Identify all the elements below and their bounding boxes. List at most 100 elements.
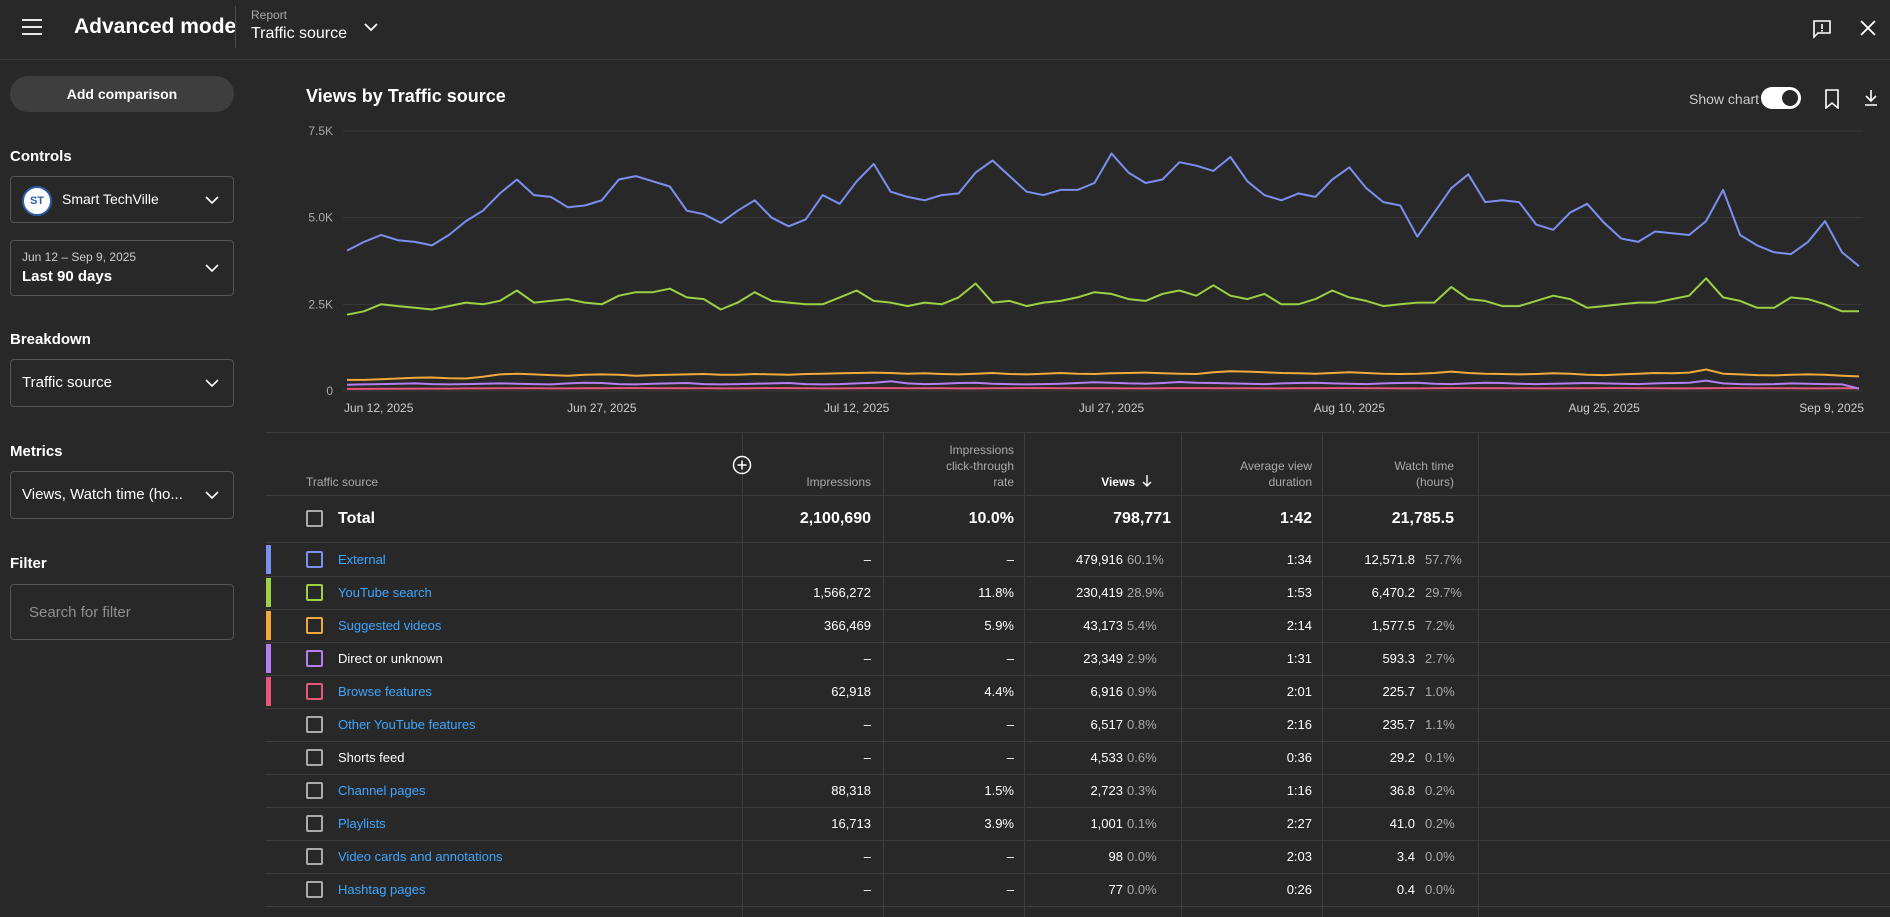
- chevron-down-icon[interactable]: [363, 19, 379, 35]
- sidebar: Add comparison Controls ST Smart TechVil…: [0, 61, 244, 917]
- row-watch-time-pct: 7.2%: [1425, 618, 1455, 633]
- row-checkbox[interactable]: [306, 815, 323, 832]
- chevron-down-icon: [205, 195, 219, 204]
- menu-icon[interactable]: [22, 19, 42, 35]
- row-watch-time-pct: 0.2%: [1425, 783, 1455, 798]
- row-checkbox[interactable]: [306, 650, 323, 667]
- feedback-icon[interactable]: [1812, 19, 1832, 39]
- row-avg-view-duration: 2:01: [1286, 684, 1312, 699]
- col-header-impressions[interactable]: Impressions: [806, 475, 871, 489]
- metrics-selector[interactable]: Views, Watch time (ho...: [10, 471, 234, 519]
- series-line-browse-features[interactable]: [347, 387, 1859, 390]
- filter-search-input[interactable]: [10, 584, 234, 640]
- row-checkbox[interactable]: [306, 551, 323, 568]
- row-traffic-source[interactable]: Hashtag pages: [338, 882, 426, 897]
- row-traffic-source[interactable]: Other YouTube features: [338, 717, 476, 732]
- row-views-pct: 60.1%: [1127, 552, 1164, 567]
- row-watch-time-pct: 0.2%: [1425, 816, 1455, 831]
- row-checkbox[interactable]: [306, 749, 323, 766]
- row-checkbox[interactable]: [306, 848, 323, 865]
- row-traffic-source[interactable]: Browse features: [338, 684, 432, 699]
- row-traffic-source[interactable]: Video cards and annotations: [338, 849, 503, 864]
- total-watch-time: 21,785.5: [1391, 510, 1454, 527]
- table-divider: [265, 642, 1890, 643]
- row-traffic-source[interactable]: Playlists: [338, 816, 386, 831]
- col-header-watch-time[interactable]: Watch time (hours): [1333, 458, 1454, 490]
- row-checkbox[interactable]: [306, 617, 323, 634]
- col-header-traffic-source[interactable]: Traffic source: [306, 475, 379, 489]
- channel-avatar: ST: [22, 186, 52, 216]
- row-views-pct: 0.8%: [1127, 717, 1157, 732]
- row-watch-time-pct: 1.0%: [1425, 684, 1455, 699]
- date-preset-text: Last 90 days: [22, 268, 113, 285]
- table-divider: [265, 807, 1890, 808]
- row-checkbox[interactable]: [306, 683, 323, 700]
- download-icon[interactable]: [1863, 89, 1879, 107]
- row-watch-time: 225.7: [1382, 684, 1415, 699]
- row-traffic-source[interactable]: Suggested videos: [338, 618, 442, 633]
- row-avg-view-duration: 2:27: [1286, 816, 1312, 831]
- row-traffic-source[interactable]: YouTube search: [338, 585, 432, 600]
- row-views: 479,916: [1076, 552, 1123, 567]
- series-line-youtube-search[interactable]: [346, 277, 1859, 316]
- report-selector[interactable]: Traffic source: [251, 25, 348, 42]
- row-avg-view-duration: 1:53: [1286, 585, 1312, 600]
- main-content: Views by Traffic source Show chart 7.5K 5…: [265, 61, 1890, 917]
- col-header-views[interactable]: Views: [1101, 475, 1135, 489]
- row-watch-time: 0.4: [1396, 882, 1415, 897]
- chevron-down-icon: [205, 491, 219, 500]
- table-row: Playlists 16,713 3.9% 1,001 0.1% 2:27 41…: [265, 807, 1890, 840]
- table-divider: [265, 840, 1890, 841]
- controls-label: Controls: [10, 148, 72, 165]
- table-row: Channel pages 88,318 1.5% 2,723 0.3% 1:1…: [265, 774, 1890, 807]
- row-views-pct: 28.9%: [1127, 585, 1164, 600]
- column-divider: [1024, 432, 1025, 917]
- row-checkbox[interactable]: [306, 782, 323, 799]
- chevron-down-icon: [205, 264, 219, 273]
- breakdown-selector[interactable]: Traffic source: [10, 359, 234, 407]
- series-line-suggested-videos[interactable]: [347, 368, 1860, 381]
- y-tick-label: 7.5K: [308, 124, 333, 138]
- row-views: 98: [1108, 849, 1123, 864]
- x-tick-label: Aug 10, 2025: [1314, 401, 1386, 415]
- row-impressions: –: [863, 717, 871, 732]
- bookmark-icon[interactable]: [1823, 89, 1841, 109]
- add-comparison-button[interactable]: Add comparison: [10, 76, 234, 112]
- date-range-selector[interactable]: Jun 12 – Sep 9, 2025 Last 90 days: [10, 240, 234, 296]
- metrics-value: Views, Watch time (ho...: [22, 486, 183, 503]
- total-row: Total 2,100,690 10.0% 798,771 1:42 21,78…: [265, 496, 1890, 542]
- table-divider: [265, 432, 1890, 433]
- sort-descending-icon[interactable]: [1141, 474, 1153, 488]
- row-views-pct: 5.4%: [1127, 618, 1157, 633]
- row-checkbox[interactable]: [306, 716, 323, 733]
- report-caption: Report: [251, 8, 288, 22]
- total-checkbox[interactable]: [306, 510, 323, 527]
- table-row: YouTube search 1,566,272 11.8% 230,419 2…: [265, 576, 1890, 609]
- row-impressions: 88,318: [831, 783, 871, 798]
- col-header-avg-view-duration[interactable]: Average view duration: [1192, 458, 1312, 490]
- row-checkbox[interactable]: [306, 881, 323, 898]
- y-tick-label: 2.5K: [308, 297, 333, 311]
- add-column-icon[interactable]: [732, 455, 752, 475]
- row-views: 230,419: [1076, 585, 1123, 600]
- row-views-pct: 0.6%: [1127, 750, 1157, 765]
- row-traffic-source[interactable]: Channel pages: [338, 783, 426, 798]
- row-impressions: 366,469: [824, 618, 871, 633]
- row-checkbox[interactable]: [306, 584, 323, 601]
- row-traffic-source[interactable]: External: [338, 552, 386, 567]
- row-views-pct: 0.1%: [1127, 816, 1157, 831]
- date-range-text: Jun 12 – Sep 9, 2025: [22, 250, 137, 264]
- show-chart-toggle[interactable]: [1761, 87, 1801, 109]
- col-header-ctr[interactable]: Impressions click-through rate: [894, 442, 1014, 490]
- row-ctr: 5.9%: [984, 618, 1014, 633]
- row-avg-view-duration: 2:14: [1286, 618, 1312, 633]
- close-icon[interactable]: [1859, 19, 1877, 37]
- series-line-external[interactable]: [346, 152, 1860, 267]
- filter-label: Filter: [10, 555, 47, 572]
- series-line-direct-or-unknown[interactable]: [346, 379, 1860, 390]
- row-views: 43,173: [1083, 618, 1123, 633]
- table-row: Video cards and annotations – – 98 0.0% …: [265, 840, 1890, 873]
- channel-selector[interactable]: ST Smart TechVille: [10, 176, 234, 223]
- table-row: Other YouTube features – – 6,517 0.8% 2:…: [265, 708, 1890, 741]
- row-watch-time: 593.3: [1382, 651, 1415, 666]
